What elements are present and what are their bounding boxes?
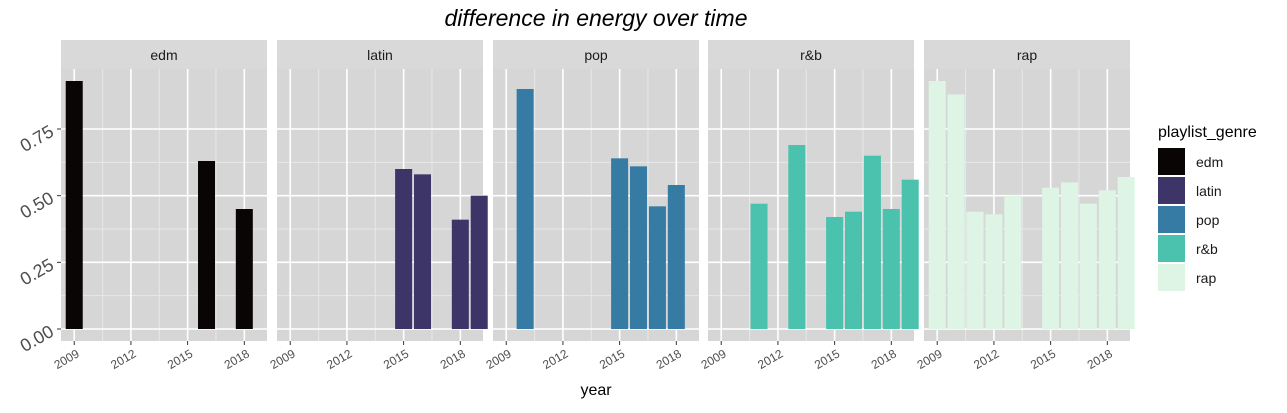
bar-latin-2016 [414,174,432,329]
facet-strip-label: latin [367,47,393,63]
bar-rap-2016 [1061,182,1079,329]
x-axis-title: year [580,382,612,399]
facet-panel-edm: edm 2009 2012 2015 2018 [52,40,267,372]
bar-rap-2010 [947,94,965,329]
bar-rap-2017 [1079,203,1097,329]
legend: playlist_genre edm latin pop r&b rap [1158,124,1257,291]
x-tick-label: 2009 [915,346,945,372]
bar-r&b-2018 [882,209,900,329]
x-tick-label: 2015 [1028,346,1058,372]
x-tick-label: 2012 [540,346,570,372]
legend-label: latin [1196,183,1222,199]
bar-pop-2017 [648,206,666,329]
x-tick-label: 2018 [654,346,684,372]
legend-label: edm [1196,154,1223,170]
x-tick-label: 2012 [755,346,785,372]
facet-panel-latin: latin 2009 2012 2015 2018 [268,40,488,372]
bar-rap-2019 [1117,177,1135,329]
bar-r&b-2016 [845,211,863,329]
bar-edm-2009 [65,81,83,329]
bar-r&b-2013 [788,145,806,329]
x-tick-label: 2009 [268,346,298,372]
bar-edm-2018 [235,209,253,329]
x-tick-label: 2009 [52,346,82,372]
bar-r&b-2017 [863,155,881,329]
facet-panel-pop: pop 2009 2012 2015 2018 [484,40,699,372]
bar-pop-2010 [516,89,534,329]
bar-r&b-2015 [826,217,844,329]
facet-strip-label: r&b [800,47,822,63]
legend-title: playlist_genre [1158,124,1257,141]
x-tick-label: 2015 [165,346,195,372]
facet-strip-label: rap [1017,47,1037,63]
panels-layer: edm 2009 2012 2015 2018 latin 2009 2012 2015 2018… [52,40,1135,372]
x-tick-label: 2009 [484,346,514,372]
x-tick-label: 2015 [812,346,842,372]
x-tick-label: 2012 [324,346,354,372]
facet-strip-label: pop [584,47,608,63]
x-tick-label: 2018 [1085,346,1115,372]
x-tick-label: 2015 [381,346,411,372]
facet-strip [708,40,914,69]
legend-key-rap [1158,264,1185,291]
y-tick-label: 0.75 [17,121,57,156]
legend-key-pop [1158,206,1185,233]
facet-strip [924,40,1130,69]
bar-pop-2016 [630,166,648,329]
legend-label: r&b [1196,241,1218,257]
facet-panel-rap: rap 2009 2012 2015 2018 [915,40,1135,372]
bar-latin-2019 [470,195,488,329]
x-tick-label: 2012 [971,346,1001,372]
x-tick-label: 2015 [597,346,627,372]
legend-label: pop [1196,212,1220,228]
bar-rap-2011 [966,211,984,329]
facet-strip [493,40,699,69]
bar-rap-2012 [985,214,1003,329]
x-tick-label: 2018 [869,346,899,372]
y-axis: 0.00 0.25 0.50 0.75 [17,121,61,356]
x-tick-label: 2009 [699,346,729,372]
x-tick-label: 2012 [108,346,138,372]
facet-strip-label: edm [150,47,177,63]
legend-key-edm [1158,148,1185,175]
y-tick-label: 0.50 [17,188,57,223]
y-tick-label: 0.25 [17,254,57,289]
y-tick-label: 0.00 [17,321,57,356]
facet-strip [61,40,267,69]
legend-key-r&b [1158,235,1185,262]
chart-title: difference in energy over time [445,5,748,31]
bar-latin-2015 [395,169,413,329]
bar-rap-2018 [1098,190,1116,329]
facet-panel-r&b: r&b 2009 2012 2015 2018 [699,40,919,372]
legend-label: rap [1196,270,1216,286]
bar-pop-2015 [611,158,629,329]
bar-rap-2013 [1004,195,1022,329]
bar-latin-2018 [451,219,469,329]
bar-rap-2015 [1042,187,1060,329]
bar-rap-2009 [928,81,946,329]
bar-r&b-2019 [901,179,919,329]
bar-pop-2018 [667,185,685,329]
bar-edm-2016 [198,161,216,329]
x-tick-label: 2018 [438,346,468,372]
bar-r&b-2011 [750,203,768,329]
facet-strip [277,40,483,69]
x-tick-label: 2018 [222,346,252,372]
legend-key-latin [1158,177,1185,204]
